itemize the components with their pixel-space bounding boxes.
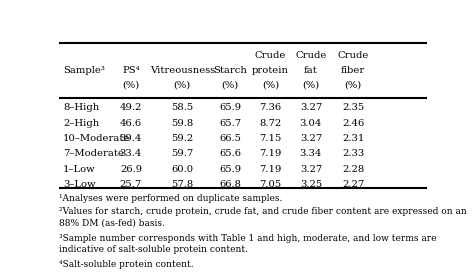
Text: 7–Moderate: 7–Moderate [63, 150, 124, 158]
Text: 65.9: 65.9 [219, 103, 241, 112]
Text: 39.4: 39.4 [120, 134, 142, 143]
Text: 66.8: 66.8 [219, 180, 241, 189]
Text: 2.33: 2.33 [342, 150, 364, 158]
Text: 60.0: 60.0 [171, 165, 193, 174]
Text: Crude: Crude [337, 51, 369, 60]
Text: 8.72: 8.72 [259, 119, 282, 128]
Text: 10–Moderate: 10–Moderate [63, 134, 130, 143]
Text: 3.25: 3.25 [300, 180, 322, 189]
Text: 7.19: 7.19 [259, 165, 282, 174]
Text: 33.4: 33.4 [120, 150, 142, 158]
Text: ⁴Salt-soluble protein content.: ⁴Salt-soluble protein content. [59, 260, 194, 270]
Text: (%): (%) [345, 81, 362, 90]
Text: 3.27: 3.27 [300, 103, 322, 112]
Text: 2.28: 2.28 [342, 165, 364, 174]
Text: 2.31: 2.31 [342, 134, 365, 143]
Text: 59.8: 59.8 [171, 119, 193, 128]
Text: 2.46: 2.46 [342, 119, 364, 128]
Text: 58.5: 58.5 [171, 103, 193, 112]
Text: 2–High: 2–High [63, 119, 99, 128]
Text: ¹Analyses were performed on duplicate samples.: ¹Analyses were performed on duplicate sa… [59, 194, 283, 203]
Text: 7.05: 7.05 [259, 180, 282, 189]
Text: 57.8: 57.8 [171, 180, 193, 189]
Text: 65.9: 65.9 [219, 165, 241, 174]
Text: fiber: fiber [341, 66, 365, 75]
Text: 66.5: 66.5 [219, 134, 241, 143]
Text: 2.27: 2.27 [342, 180, 364, 189]
Text: 25.7: 25.7 [120, 180, 142, 189]
Text: 59.7: 59.7 [171, 150, 193, 158]
Text: (%): (%) [173, 81, 191, 90]
Text: (%): (%) [221, 81, 239, 90]
Text: Crude: Crude [295, 51, 327, 60]
Text: Crude: Crude [255, 51, 286, 60]
Text: 7.15: 7.15 [259, 134, 282, 143]
Text: protein: protein [252, 66, 289, 75]
Text: 3–Low: 3–Low [63, 180, 95, 189]
Text: Starch: Starch [213, 66, 247, 75]
Text: 59.2: 59.2 [171, 134, 193, 143]
Text: 3.27: 3.27 [300, 165, 322, 174]
Text: 8–High: 8–High [63, 103, 99, 112]
Text: 3.27: 3.27 [300, 134, 322, 143]
Text: ³Sample number corresponds with Table 1 and high, moderate, and low terms are in: ³Sample number corresponds with Table 1 … [59, 234, 437, 254]
Text: 65.6: 65.6 [219, 150, 241, 158]
Text: 3.04: 3.04 [300, 119, 322, 128]
Text: 1–Low: 1–Low [63, 165, 96, 174]
Text: fat: fat [304, 66, 318, 75]
Text: (%): (%) [262, 81, 279, 90]
Text: 3.34: 3.34 [300, 150, 322, 158]
Text: Sample³: Sample³ [63, 66, 105, 75]
Text: (%): (%) [122, 81, 139, 90]
Text: 2.35: 2.35 [342, 103, 364, 112]
Text: PS⁴: PS⁴ [122, 66, 140, 75]
Text: ²Values for starch, crude protein, crude fat, and crude fiber content are expres: ²Values for starch, crude protein, crude… [59, 207, 467, 227]
Text: 49.2: 49.2 [120, 103, 142, 112]
Text: 26.9: 26.9 [120, 165, 142, 174]
Text: 65.7: 65.7 [219, 119, 241, 128]
Text: 7.19: 7.19 [259, 150, 282, 158]
Text: (%): (%) [302, 81, 319, 90]
Text: Vitreousness: Vitreousness [150, 66, 215, 75]
Text: 46.6: 46.6 [120, 119, 142, 128]
Text: 7.36: 7.36 [259, 103, 282, 112]
